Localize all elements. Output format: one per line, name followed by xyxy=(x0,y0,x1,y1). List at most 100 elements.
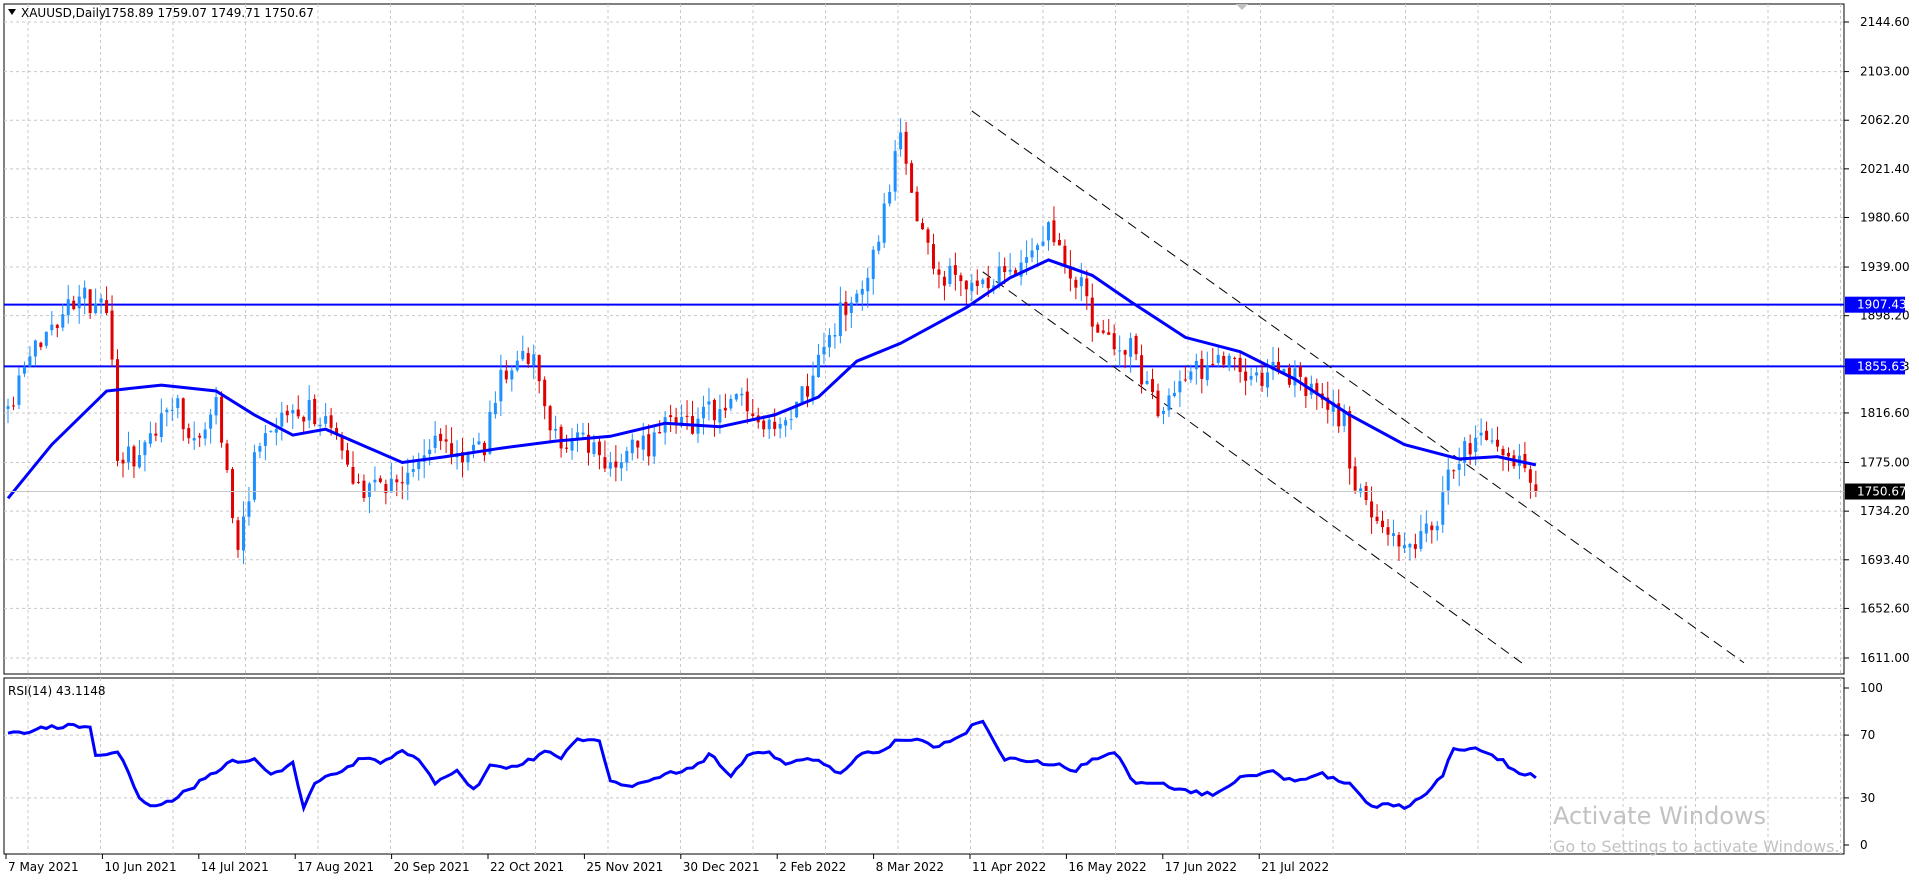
price-tick-label: 2103.00 xyxy=(1860,65,1910,79)
candle-body xyxy=(313,398,317,425)
candle-body xyxy=(942,276,946,286)
date-tick-label: 20 Sep 2021 xyxy=(394,860,470,874)
candle-body xyxy=(121,459,125,464)
candle-body xyxy=(1090,297,1094,327)
candle-body xyxy=(1298,366,1302,377)
candle-body xyxy=(143,442,147,456)
candle-body xyxy=(504,370,508,380)
rsi-tick-label: 70 xyxy=(1860,728,1875,742)
candle-body xyxy=(66,299,70,316)
date-tick-label: 25 Nov 2021 xyxy=(586,860,663,874)
candle-body xyxy=(1501,448,1505,456)
candle-body xyxy=(997,266,1001,285)
candle-body xyxy=(252,452,256,500)
rsi-pane[interactable] xyxy=(3,677,1845,855)
candle-body xyxy=(795,401,799,418)
candle-body xyxy=(1107,332,1111,335)
candle-body xyxy=(849,302,853,313)
candle-body xyxy=(751,413,755,416)
candle-body xyxy=(1200,358,1204,379)
price-tick-label: 1980.60 xyxy=(1860,210,1910,224)
candle-body xyxy=(1359,488,1363,493)
candle-body xyxy=(910,163,914,193)
candle-body xyxy=(1391,533,1395,537)
candle-body xyxy=(209,414,213,429)
date-axis: 7 May 2021 10 Jun 2021 14 Jul 2021 17 Aug 2… xyxy=(5,854,1329,874)
candle-body xyxy=(335,427,339,435)
candle-body xyxy=(1211,363,1215,366)
candle-body xyxy=(680,416,684,426)
candle-body xyxy=(389,478,393,493)
candle-body xyxy=(241,516,245,551)
candle-body xyxy=(1370,501,1374,518)
candle-body xyxy=(291,410,295,414)
candle-body xyxy=(970,282,974,292)
candle-body xyxy=(1496,439,1500,447)
candle-body xyxy=(548,406,552,431)
rsi-header: RSI(14) 43.1148 xyxy=(8,684,106,698)
candle-body xyxy=(1057,239,1061,246)
candle-body xyxy=(1079,277,1083,287)
candle-body xyxy=(220,396,224,443)
candle-body xyxy=(400,482,404,484)
candle-body xyxy=(1266,372,1270,388)
candle-body xyxy=(28,356,32,367)
price-tick-label: 1652.60 xyxy=(1860,601,1910,615)
candle-body xyxy=(148,433,152,444)
candle-body xyxy=(296,409,300,417)
candle-body xyxy=(1386,527,1390,535)
candle-body xyxy=(554,428,558,431)
candle-body xyxy=(450,443,454,457)
candle-body xyxy=(170,409,174,411)
candle-body xyxy=(1227,355,1231,367)
candle-body xyxy=(1046,222,1050,241)
candle-body xyxy=(592,442,596,454)
candle-body xyxy=(1435,525,1439,531)
candle-body xyxy=(745,391,749,412)
candle-body xyxy=(44,331,48,346)
candle-body xyxy=(33,340,37,357)
candle-body xyxy=(1276,361,1280,371)
chart-shift-marker-icon[interactable] xyxy=(1236,4,1248,10)
candle-body xyxy=(1293,368,1297,386)
candle-body xyxy=(762,420,766,430)
current-price-label: 1750.67 xyxy=(1857,485,1907,499)
price-tick-label: 1939.00 xyxy=(1860,260,1910,274)
candle-body xyxy=(904,131,908,164)
candle-body xyxy=(641,435,645,450)
price-tick-label: 2021.40 xyxy=(1860,162,1910,176)
candle-body xyxy=(1167,395,1171,411)
candle-body xyxy=(515,360,519,371)
candle-body xyxy=(992,285,996,289)
candle-body xyxy=(1145,380,1149,384)
candle-body xyxy=(1178,381,1182,393)
candle-body xyxy=(1068,266,1072,279)
trendlines[interactable] xyxy=(971,110,1745,666)
price-pane[interactable] xyxy=(3,3,1845,675)
candle-body xyxy=(1129,338,1133,357)
candle-body xyxy=(362,480,366,498)
chevron-down-icon[interactable] xyxy=(8,9,16,15)
rsi-tick-label: 0 xyxy=(1860,838,1868,852)
rsi-tick-label: 100 xyxy=(1860,681,1883,695)
candle-body xyxy=(674,417,678,426)
date-tick-label: 8 Mar 2022 xyxy=(876,860,944,874)
candle-body xyxy=(1249,375,1253,380)
candle-body xyxy=(586,434,590,453)
candle-body xyxy=(899,132,903,150)
candle-body xyxy=(1457,463,1461,470)
candle-body xyxy=(1271,361,1275,370)
candle-body xyxy=(734,394,738,400)
candle-body xyxy=(181,398,185,430)
candle-body xyxy=(597,441,601,456)
candle-body xyxy=(701,406,705,419)
candle-body xyxy=(526,353,530,364)
ohlc-values: 1758.89 1759.07 1749.71 1750.67 xyxy=(104,6,314,20)
candle-body xyxy=(866,277,870,292)
horizontal-levels[interactable] xyxy=(4,303,1844,368)
candle-body xyxy=(488,411,492,454)
candle-body xyxy=(1036,245,1040,251)
candle-body xyxy=(630,439,634,454)
candle-body xyxy=(729,398,733,409)
